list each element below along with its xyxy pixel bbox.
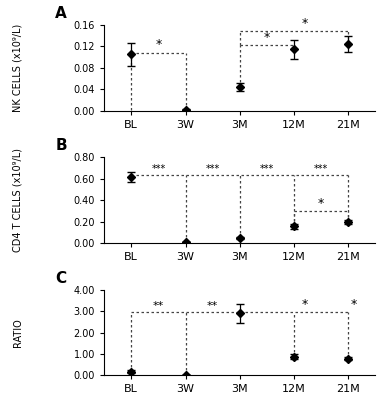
Y-axis label: NK CELLS (x10⁹/L): NK CELLS (x10⁹/L) xyxy=(13,24,23,112)
Y-axis label: CD4 T CELLS (x10⁹/L): CD4 T CELLS (x10⁹/L) xyxy=(13,148,23,252)
Text: **: ** xyxy=(207,301,218,311)
Text: **: ** xyxy=(153,301,164,311)
Text: *: * xyxy=(318,198,324,210)
Text: ***: *** xyxy=(205,164,220,174)
Text: A: A xyxy=(55,6,67,21)
Text: ***: *** xyxy=(314,164,328,174)
Text: *: * xyxy=(264,31,270,44)
Text: C: C xyxy=(55,271,66,286)
Y-axis label: RATIO: RATIO xyxy=(13,318,23,347)
Text: *: * xyxy=(302,298,308,311)
Text: *: * xyxy=(302,18,308,30)
Text: ***: *** xyxy=(151,164,165,174)
Text: B: B xyxy=(55,138,67,153)
Text: ***: *** xyxy=(260,164,274,174)
Text: *: * xyxy=(155,38,162,51)
Text: *: * xyxy=(351,298,357,311)
